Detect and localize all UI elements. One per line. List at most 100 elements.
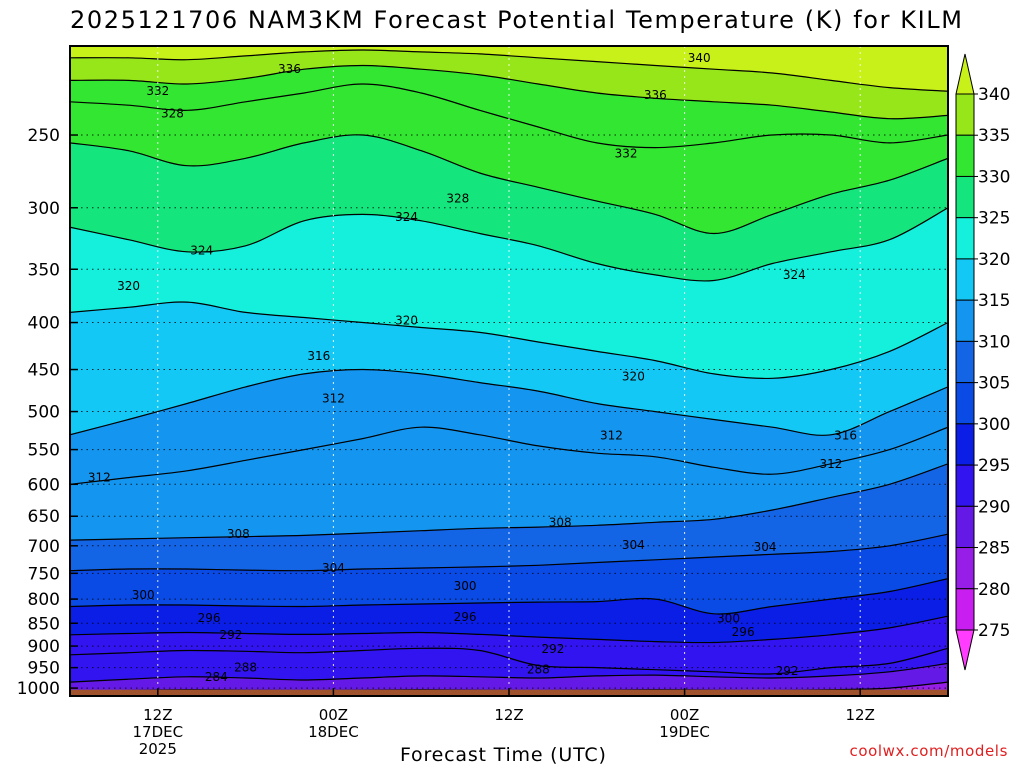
colorbar-swatch-6 (955, 382, 975, 425)
ytick-label-950: 950 (28, 659, 60, 679)
contour-label-300: 300 (454, 579, 477, 593)
contour-label-316: 316 (834, 429, 857, 443)
ytick-label-700: 700 (28, 537, 60, 557)
contour-label-320: 320 (395, 314, 418, 328)
contour-label-324: 324 (783, 268, 806, 282)
contour-label-332: 332 (146, 84, 169, 98)
ytick-label-450: 450 (28, 361, 60, 381)
contour-label-324: 324 (190, 244, 213, 258)
contour-label-340: 340 (688, 51, 711, 65)
contour-label-312: 312 (322, 392, 345, 406)
contour-label-304: 304 (754, 540, 777, 554)
contour-label-292: 292 (541, 642, 564, 656)
colorbar-label-340: 340 (978, 85, 1010, 105)
xtick-label: 12Z (494, 706, 523, 724)
colorbar-label-315: 315 (978, 291, 1010, 311)
chart-title: 2025121706 NAM3KM Forecast Potential Tem… (70, 6, 964, 34)
isotherm-316 (70, 368, 948, 436)
contour-label-300: 300 (717, 612, 740, 626)
contour-label-296: 296 (198, 611, 221, 625)
xtick-year: 2025 (139, 740, 177, 758)
colorbar-label-305: 305 (978, 374, 1010, 394)
colorbar-swatch-7 (955, 340, 975, 384)
colorbar-label-295: 295 (978, 456, 1010, 476)
filled-contours (70, 46, 948, 696)
ytick-label-250: 250 (28, 126, 60, 146)
contour-label-336: 336 (278, 62, 301, 76)
xtick-label: 00Z (319, 706, 348, 724)
ytick-label-550: 550 (28, 441, 60, 461)
colorbar-label-310: 310 (978, 332, 1010, 352)
contour-label-328: 328 (446, 191, 469, 205)
colorbar-swatch-2 (955, 547, 975, 590)
contour-label-324: 324 (395, 210, 418, 224)
colorbar-label-285: 285 (978, 539, 1010, 559)
colorbar-swatch-4 (955, 464, 975, 507)
colorbar-label-275: 275 (978, 621, 1010, 641)
credit-link[interactable]: coolwx.com/models (849, 742, 1008, 760)
contour-label-336: 336 (644, 88, 667, 102)
colorbar-label-325: 325 (978, 209, 1010, 229)
contour-label-312: 312 (600, 429, 623, 443)
ytick-label-1000: 1000 (17, 679, 60, 699)
ytick-label-850: 850 (28, 614, 60, 634)
isotherm-312 (70, 426, 948, 485)
xtick-date: 17DEC (133, 723, 184, 741)
colorbar-swatch-11 (955, 175, 975, 219)
contour-label-332: 332 (615, 147, 638, 161)
colorbar-swatch-1 (955, 588, 975, 631)
contour-label-288: 288 (527, 663, 550, 677)
grid-lines (70, 46, 948, 696)
xtick-label: 12Z (143, 706, 172, 724)
isotherm-328 (70, 134, 948, 235)
colorbar-arrow-bottom (955, 629, 975, 671)
xtick-label: 00Z (670, 706, 699, 724)
isotherm-340 (70, 49, 948, 92)
ytick-label-900: 900 (28, 637, 60, 657)
contour-label-308: 308 (549, 515, 572, 529)
colorbar-label-300: 300 (978, 415, 1010, 435)
contour-label-292: 292 (220, 628, 243, 642)
colorbar-swatch-10 (955, 217, 975, 260)
contour-label-300: 300 (132, 588, 155, 602)
contour-label-316: 316 (307, 349, 330, 363)
contour-label-284: 284 (205, 670, 228, 684)
contour-label-304: 304 (322, 561, 345, 575)
contour-label-308: 308 (227, 527, 250, 541)
colorbar-swatch-12 (955, 134, 975, 177)
xtick-date: 19DEC (659, 723, 710, 741)
ytick-label-300: 300 (28, 199, 60, 219)
isotherm-304 (70, 533, 948, 572)
contour-label-296: 296 (732, 625, 755, 639)
colorbar-label-320: 320 (978, 250, 1010, 270)
contour-label-296: 296 (454, 610, 477, 624)
colorbar: 340 335 330 325 320 315 310 305 300 295 290 285 280 2… (955, 53, 1010, 671)
isotherm-300 (70, 578, 948, 615)
ytick-label-800: 800 (28, 590, 60, 610)
contour-label-320: 320 (622, 370, 645, 384)
contour-label-312: 312 (88, 471, 111, 485)
contour-label-320: 320 (117, 279, 140, 293)
x-axis-title: Forecast Time (UTC) (400, 744, 607, 766)
contour-label-304: 304 (622, 538, 645, 552)
ytick-label-500: 500 (28, 403, 60, 423)
ytick-label-600: 600 (28, 475, 60, 495)
colorbar-swatch-9 (955, 258, 975, 301)
contour-label-288: 288 (234, 661, 257, 675)
xtick-label: 12Z (846, 706, 875, 724)
colorbar-swatch-13 (955, 93, 975, 136)
colorbar-label-290: 290 (978, 497, 1010, 517)
colorbar-swatch-8 (955, 299, 975, 342)
colorbar-swatch-3 (955, 505, 975, 549)
colorbar-swatch-5 (955, 423, 975, 466)
ytick-label-650: 650 (28, 507, 60, 527)
colorbar-label-280: 280 (978, 580, 1010, 600)
band-288 (70, 663, 948, 696)
contour-labels: 336 340 332 336 328 332 328 324 324 324 320 320 316 3… (88, 51, 857, 684)
ytick-label-350: 350 (28, 260, 60, 280)
isotherm-336 (70, 64, 948, 120)
colorbar-arrow-top (955, 53, 975, 95)
